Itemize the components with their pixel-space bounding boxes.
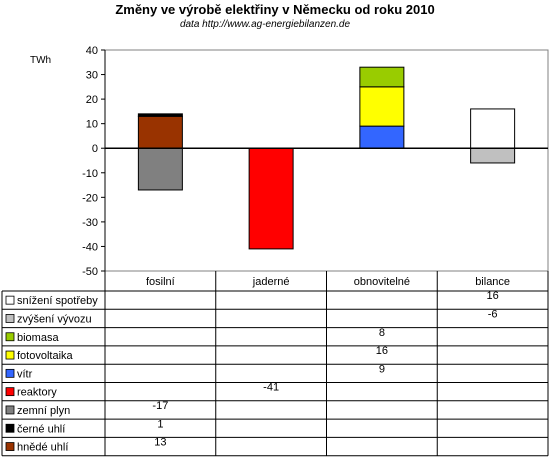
data-label: 16 <box>487 290 499 302</box>
bar-segment <box>470 108 516 149</box>
bar-segment <box>137 115 183 149</box>
data-label: 1 <box>157 418 163 430</box>
legend-swatch <box>5 332 15 342</box>
category-label: fosilní <box>146 276 175 288</box>
legend-swatch <box>5 442 15 451</box>
data-label: -17 <box>152 400 168 412</box>
y-tick-label: 30 <box>86 70 98 82</box>
y-tick-label: -10 <box>82 168 98 180</box>
y-tick-label: -20 <box>82 192 98 204</box>
legend-swatch <box>5 423 15 433</box>
data-label: 16 <box>376 345 388 357</box>
legend-label: zvýšení vývozu <box>17 313 92 325</box>
bar-segment <box>470 147 516 164</box>
legend-label: biomasa <box>17 332 59 344</box>
bar-segment <box>359 66 405 88</box>
y-tick-label: -40 <box>82 241 98 253</box>
bar-segment <box>137 147 183 191</box>
y-tick-label: 10 <box>86 119 98 131</box>
legend-swatch <box>5 368 15 378</box>
legend-label: zemní plyn <box>17 405 70 417</box>
bar-segment <box>137 113 183 117</box>
legend-label: fotovoltaika <box>17 350 74 362</box>
legend-label: hnědé uhlí <box>17 442 68 454</box>
legend-label: reaktory <box>17 387 57 399</box>
data-label: 9 <box>379 363 385 375</box>
legend-swatch <box>5 350 15 360</box>
legend-label: snížení spotřeby <box>17 295 98 307</box>
legend-swatch <box>5 295 15 305</box>
legend-swatch <box>5 314 15 323</box>
legend-label: černé uhlí <box>17 423 65 435</box>
data-label: -6 <box>488 308 498 320</box>
bar-segment <box>248 147 294 250</box>
category-label: obnovitelné <box>354 276 410 288</box>
y-tick-label: 0 <box>92 143 98 155</box>
category-label: jaderné <box>252 276 290 288</box>
y-axis-label: TWh <box>30 55 51 66</box>
data-label: 13 <box>154 437 166 449</box>
y-tick-label: -30 <box>82 217 98 229</box>
bar-segment <box>359 125 405 149</box>
legend-swatch <box>5 405 15 415</box>
data-label: -41 <box>263 382 279 394</box>
y-tick-label: 20 <box>86 94 98 106</box>
y-tick-label: 40 <box>86 45 98 57</box>
category-label: bilance <box>475 276 510 288</box>
legend-label: vítr <box>17 368 33 380</box>
data-label: 8 <box>379 327 385 339</box>
chart-title: Změny ve výrobě elektřiny v Německu od r… <box>115 2 435 17</box>
bar-segment <box>359 86 405 127</box>
y-tick-label: -50 <box>82 266 98 278</box>
legend-swatch <box>5 387 15 397</box>
chart-subtitle: data http://www.ag-energiebilanzen.de <box>179 19 351 30</box>
